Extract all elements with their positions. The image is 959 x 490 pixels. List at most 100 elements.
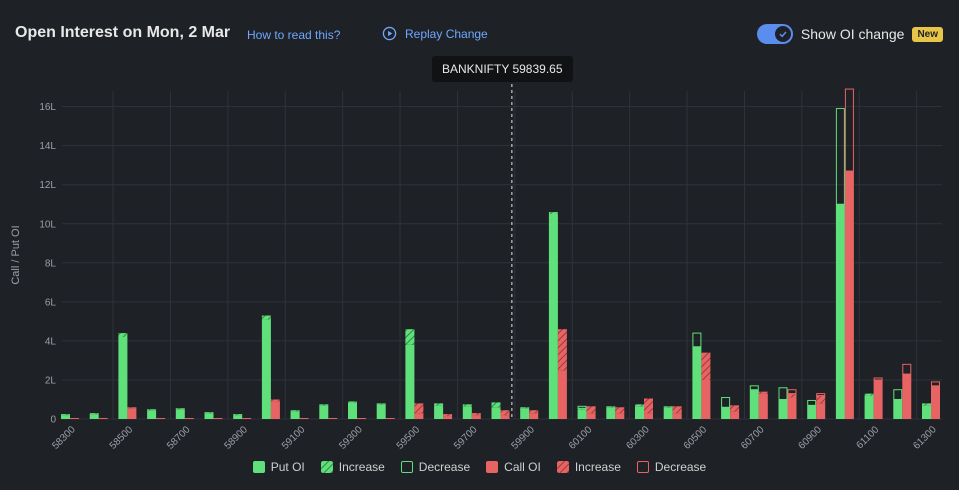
put-increase-bar[interactable] [348, 401, 357, 403]
legend-put-increase[interactable]: Increase [320, 460, 385, 474]
put-oi-bar[interactable] [89, 414, 99, 419]
call-oi-bar[interactable] [357, 418, 366, 419]
call-oi-bar[interactable] [615, 413, 625, 419]
call-increase-bar[interactable] [270, 399, 280, 402]
call-oi-bar[interactable] [443, 416, 453, 419]
put-oi-bar[interactable] [290, 411, 300, 419]
call-oi-bar[interactable] [644, 413, 653, 419]
put-increase-bar[interactable] [606, 406, 616, 408]
call-oi-bar[interactable] [701, 379, 711, 419]
put-oi-bar[interactable] [606, 407, 616, 419]
put-increase-bar[interactable] [520, 407, 530, 409]
replay-change-button[interactable]: Replay Change [382, 26, 488, 41]
call-oi-bar[interactable] [242, 418, 252, 419]
show-oi-change-toggle[interactable] [756, 24, 793, 44]
put-oi-bar[interactable] [635, 406, 644, 419]
put-oi-bar[interactable] [663, 407, 673, 419]
call-increase-bar[interactable] [529, 410, 539, 414]
put-oi-bar[interactable] [922, 405, 931, 419]
call-oi-bar[interactable] [557, 370, 567, 419]
put-oi-bar[interactable] [204, 413, 214, 419]
call-oi-bar[interactable] [299, 418, 309, 419]
put-oi-bar[interactable] [61, 415, 70, 419]
put-increase-bar[interactable] [462, 404, 472, 407]
call-increase-bar[interactable] [816, 395, 826, 404]
call-increase-bar[interactable] [443, 414, 453, 417]
put-increase-bar[interactable] [548, 212, 558, 214]
put-decrease-bar[interactable] [692, 332, 702, 348]
call-oi-bar[interactable] [816, 403, 826, 419]
call-oi-bar[interactable] [931, 385, 940, 419]
call-increase-bar[interactable] [127, 407, 137, 409]
put-increase-bar[interactable] [204, 412, 214, 414]
call-decrease-bar[interactable] [873, 377, 883, 381]
put-increase-bar[interactable] [147, 409, 157, 411]
put-increase-bar[interactable] [864, 393, 874, 396]
put-oi-bar[interactable] [835, 204, 845, 419]
call-oi-bar[interactable] [127, 408, 137, 419]
call-oi-bar[interactable] [414, 413, 424, 419]
call-decrease-bar[interactable] [787, 389, 797, 395]
put-oi-bar[interactable] [175, 409, 185, 419]
put-oi-bar[interactable] [577, 409, 587, 419]
put-increase-bar[interactable] [434, 403, 444, 406]
call-oi-bar[interactable] [902, 374, 912, 419]
call-increase-bar[interactable] [471, 413, 481, 416]
put-oi-bar[interactable] [692, 346, 702, 419]
call-oi-bar[interactable] [787, 397, 797, 419]
call-oi-bar[interactable] [529, 413, 539, 419]
call-increase-bar[interactable] [758, 391, 768, 394]
put-increase-bar[interactable] [175, 408, 185, 410]
put-decrease-bar[interactable] [835, 108, 845, 205]
call-oi-bar[interactable] [328, 418, 338, 419]
call-oi-bar[interactable] [471, 415, 481, 419]
put-oi-bar[interactable] [319, 405, 329, 419]
call-increase-bar[interactable] [701, 352, 711, 380]
call-increase-bar[interactable] [615, 407, 625, 414]
put-increase-bar[interactable] [118, 333, 128, 337]
call-oi-bar[interactable] [586, 413, 596, 419]
call-increase-bar[interactable] [414, 403, 424, 414]
put-oi-bar[interactable] [462, 406, 472, 419]
put-oi-bar[interactable] [749, 389, 759, 419]
put-oi-bar[interactable] [348, 402, 357, 419]
call-oi-bar[interactable] [758, 393, 768, 419]
call-oi-bar[interactable] [213, 418, 223, 419]
put-increase-bar[interactable] [290, 410, 300, 412]
put-increase-bar[interactable] [663, 406, 673, 408]
put-oi-bar[interactable] [261, 319, 271, 419]
call-oi-bar[interactable] [385, 418, 395, 419]
put-decrease-bar[interactable] [749, 385, 759, 391]
put-increase-bar[interactable] [233, 414, 243, 416]
call-increase-bar[interactable] [787, 393, 797, 398]
call-oi-bar[interactable] [270, 401, 280, 419]
call-increase-bar[interactable] [586, 406, 596, 414]
put-increase-bar[interactable] [635, 404, 644, 407]
put-increase-bar[interactable] [89, 413, 99, 415]
put-oi-bar[interactable] [520, 408, 530, 419]
call-decrease-bar[interactable] [931, 381, 940, 387]
put-oi-bar[interactable] [864, 395, 874, 419]
legend-put-decrease[interactable]: Decrease [400, 460, 470, 474]
call-increase-bar[interactable] [557, 329, 567, 371]
call-oi-bar[interactable] [672, 413, 682, 419]
put-increase-bar[interactable] [61, 414, 70, 416]
call-oi-bar[interactable] [873, 379, 883, 419]
legend-call-increase[interactable]: Increase [556, 460, 621, 474]
put-oi-bar[interactable] [778, 399, 788, 419]
put-oi-bar[interactable] [434, 405, 444, 419]
call-oi-bar[interactable] [70, 418, 79, 419]
put-oi-bar[interactable] [807, 405, 817, 419]
legend-call-oi[interactable]: Call OI [486, 460, 541, 474]
call-oi-bar[interactable] [156, 418, 166, 419]
put-increase-bar[interactable] [376, 403, 386, 405]
put-oi-bar[interactable] [233, 415, 243, 419]
call-increase-bar[interactable] [500, 410, 510, 416]
call-decrease-bar[interactable] [816, 393, 826, 397]
call-increase-bar[interactable] [730, 405, 740, 412]
put-increase-bar[interactable] [922, 403, 931, 406]
put-decrease-bar[interactable] [778, 387, 788, 400]
put-increase-bar[interactable] [319, 404, 329, 406]
put-oi-bar[interactable] [376, 404, 386, 419]
put-decrease-bar[interactable] [721, 397, 731, 408]
